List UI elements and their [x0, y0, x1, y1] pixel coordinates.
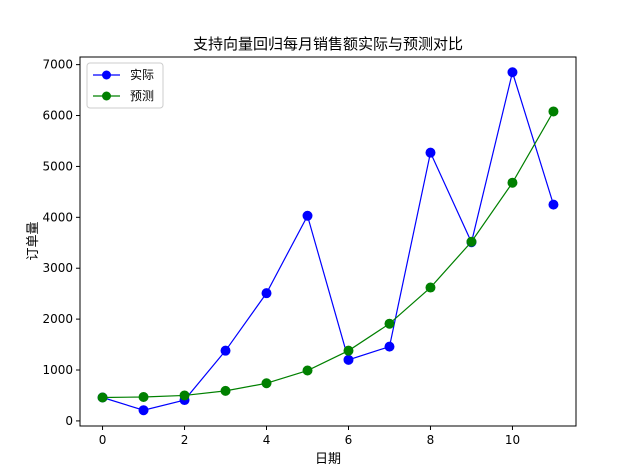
legend-label: 实际 [130, 67, 154, 82]
data-point [384, 318, 395, 329]
data-point [548, 199, 559, 210]
legend-swatch-marker [102, 70, 111, 80]
data-point [261, 288, 272, 299]
data-point [425, 282, 436, 293]
data-point [97, 392, 108, 403]
series-line [102, 70, 555, 411]
x-tick-label: 6 [345, 433, 353, 447]
data-point [548, 106, 559, 117]
y-tick-label: 3000 [42, 261, 73, 275]
chart-title: 支持向量回归每月销售额实际与预测对比 [193, 35, 463, 53]
data-point [384, 341, 395, 352]
x-axis: 0 2 4 6 8 10 [99, 426, 520, 447]
data-point [466, 236, 477, 247]
x-tick-label: 0 [99, 433, 107, 447]
data-point [302, 210, 313, 221]
y-tick-label: 1000 [42, 363, 73, 377]
data-point [179, 390, 190, 401]
data-point [220, 385, 231, 396]
data-point [507, 67, 518, 78]
data-point [343, 354, 354, 365]
x-tick-label: 4 [263, 433, 271, 447]
x-tick-label: 10 [505, 433, 520, 447]
plot-frame [79, 56, 577, 427]
legend-label: 预测 [130, 89, 154, 103]
y-tick-label: 2000 [42, 312, 73, 326]
data-point [343, 345, 354, 356]
series-layer [97, 67, 559, 416]
legend-item: 实际 [93, 67, 154, 82]
data-point [220, 345, 231, 356]
y-tick-label: 0 [65, 414, 73, 428]
y-tick-label: 7000 [42, 58, 73, 72]
y-tick-label: 6000 [42, 109, 73, 123]
y-tick-label: 5000 [42, 159, 73, 173]
series-line [102, 111, 554, 399]
series-1 [97, 106, 559, 403]
data-point [425, 147, 436, 158]
data-point [138, 391, 149, 402]
x-axis-label: 日期 [315, 452, 341, 467]
y-tick-label: 4000 [42, 210, 73, 224]
x-tick-label: 8 [427, 433, 435, 447]
y-axis: 0 1000 2000 3000 4000 5000 6000 7000 [42, 58, 80, 428]
data-point [507, 177, 518, 188]
data-point [138, 405, 149, 416]
x-tick-label: 2 [181, 433, 189, 447]
y-axis-label: 订单量 [26, 221, 41, 260]
legend-item: 预测 [93, 89, 154, 103]
series-0 [97, 67, 559, 416]
legend-swatch-marker [102, 91, 111, 101]
data-point [302, 365, 313, 376]
data-point [261, 378, 272, 389]
